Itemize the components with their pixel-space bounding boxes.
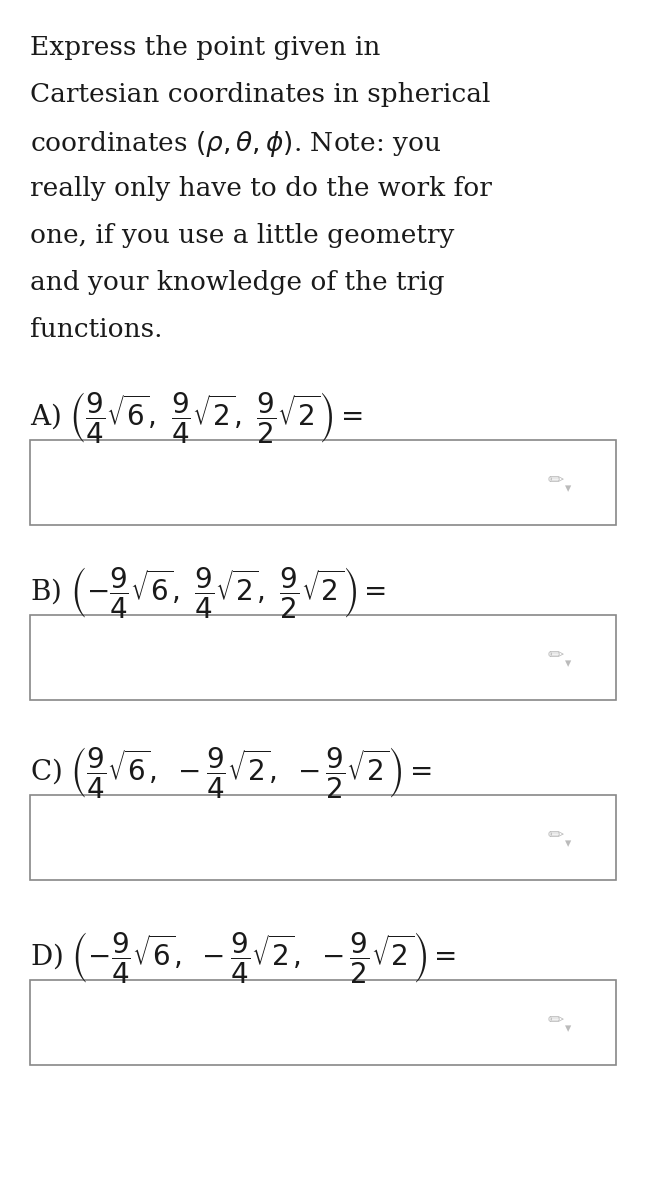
Text: C) $\left(\dfrac{9}{4}\sqrt{6},\ -\dfrac{9}{4}\sqrt{2},\ -\dfrac{9}{2}\sqrt{2}\r: C) $\left(\dfrac{9}{4}\sqrt{6},\ -\dfrac…: [30, 745, 432, 800]
Text: ▾: ▾: [565, 658, 571, 670]
Bar: [30, 794, 616, 880]
Text: ▾: ▾: [565, 482, 571, 494]
Bar: [30, 440, 616, 526]
Text: B) $\left(-\dfrac{9}{4}\sqrt{6},\ \dfrac{9}{4}\sqrt{2},\ \dfrac{9}{2}\sqrt{2}\ri: B) $\left(-\dfrac{9}{4}\sqrt{6},\ \dfrac…: [30, 565, 386, 620]
Text: Express the point given in: Express the point given in: [30, 35, 380, 60]
Text: ▾: ▾: [565, 1022, 571, 1034]
Text: A) $\left(\dfrac{9}{4}\sqrt{6},\ \dfrac{9}{4}\sqrt{2},\ \dfrac{9}{2}\sqrt{2}\rig: A) $\left(\dfrac{9}{4}\sqrt{6},\ \dfrac{…: [30, 390, 363, 445]
Text: ✏: ✏: [548, 470, 564, 490]
Text: coordinates $(\rho, \theta, \phi)$. Note: you: coordinates $(\rho, \theta, \phi)$. Note…: [30, 128, 441, 158]
Text: D) $\left(-\dfrac{9}{4}\sqrt{6},\ -\dfrac{9}{4}\sqrt{2},\ -\dfrac{9}{2}\sqrt{2}\: D) $\left(-\dfrac{9}{4}\sqrt{6},\ -\dfra…: [30, 930, 456, 985]
Text: one, if you use a little geometry: one, if you use a little geometry: [30, 223, 454, 248]
Text: ✏: ✏: [548, 646, 564, 665]
Text: Cartesian coordinates in spherical: Cartesian coordinates in spherical: [30, 82, 491, 107]
Text: really only have to do the work for: really only have to do the work for: [30, 176, 492, 200]
Text: and your knowledge of the trig: and your knowledge of the trig: [30, 270, 445, 295]
Bar: [30, 614, 616, 700]
Text: functions.: functions.: [30, 317, 162, 342]
Text: ✏: ✏: [548, 826, 564, 845]
Bar: [30, 980, 616, 1066]
Text: ▾: ▾: [565, 838, 571, 850]
Text: ✏: ✏: [548, 1010, 564, 1030]
